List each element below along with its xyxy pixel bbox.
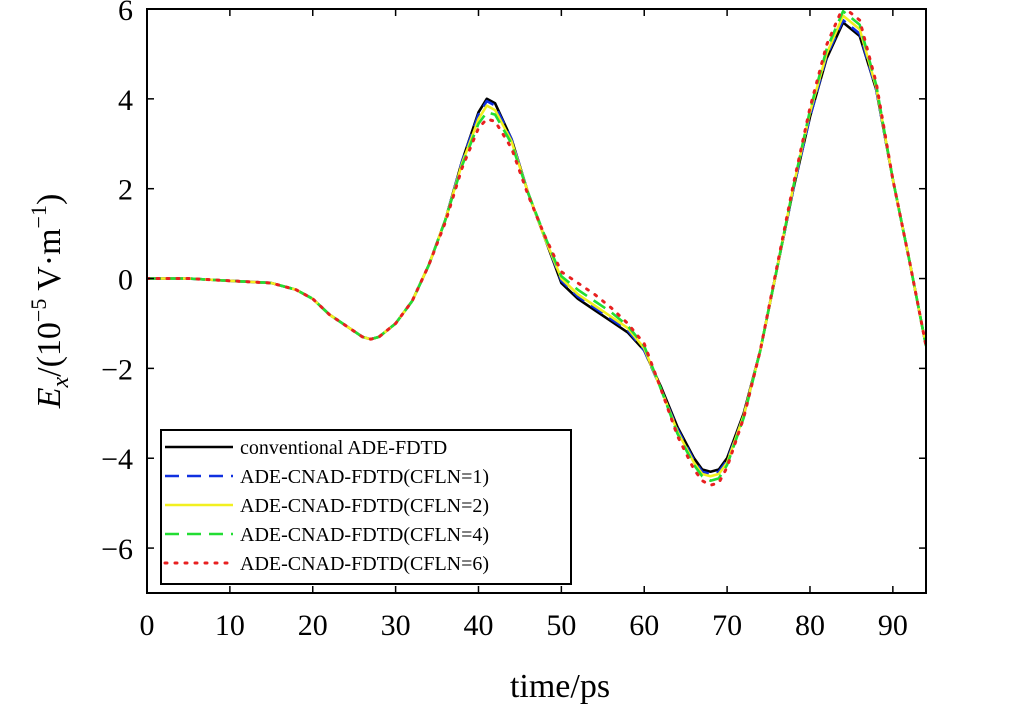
y-tick-label: −2 [101, 353, 133, 386]
series-line [147, 9, 926, 483]
x-tick-label: 60 [629, 609, 659, 642]
x-tick-label: 70 [712, 609, 742, 642]
x-tick-label: 40 [463, 609, 493, 642]
x-tick-label: 50 [546, 609, 576, 642]
x-axis-title: time/ps [510, 668, 610, 705]
x-tick-label: 30 [381, 609, 411, 642]
x-tick-label: 10 [215, 609, 245, 642]
x-tick-label: 20 [298, 609, 328, 642]
series-line [147, 21, 926, 474]
x-tick-label: 90 [878, 609, 908, 642]
series-line [147, 18, 926, 476]
y-axis-title: Ex/(10−5 V·m−1) [26, 194, 74, 410]
x-tick-label: 80 [795, 609, 825, 642]
legend-label: ADE-CNAD-FDTD(CFLN=6) [240, 553, 489, 575]
y-tick-label: 4 [118, 84, 133, 117]
x-tick-label: 0 [140, 609, 155, 642]
ticks-layer [146, 8, 926, 593]
series-line [147, 14, 926, 478]
y-tick-label: −4 [101, 443, 133, 476]
legend-label: ADE-CNAD-FDTD(CFLN=1) [240, 466, 489, 488]
plot-frame [146, 8, 927, 594]
series-line [147, 9, 926, 487]
legend-label: conventional ADE-FDTD [240, 437, 447, 459]
y-tick-label: 0 [118, 264, 133, 297]
y-tick-label: −6 [101, 533, 133, 566]
legend-box [160, 429, 572, 585]
x-tick-labels: 0 10 20 30 40 50 60 70 80 90 [140, 609, 908, 642]
legend-label: ADE-CNAD-FDTD(CFLN=4) [240, 524, 489, 546]
legend: conventional ADE-FDTD ADE-CNAD-FDTD(CFLN=… [160, 429, 572, 585]
y-tick-label: 2 [118, 174, 133, 207]
series-layer [147, 9, 926, 487]
legend-label: ADE-CNAD-FDTD(CFLN=2) [240, 495, 489, 517]
y-tick-label: 6 [118, 0, 133, 27]
y-tick-labels: −6 −4 −2 0 2 4 6 [101, 0, 133, 566]
